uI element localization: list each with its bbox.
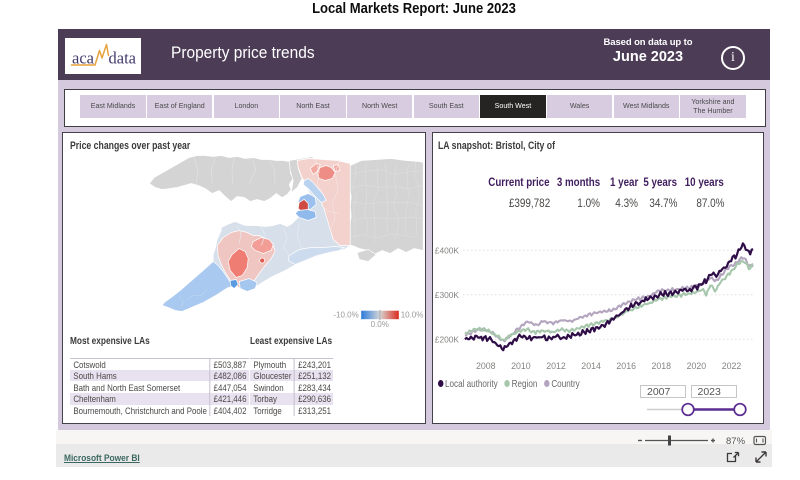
svg-text:2016: 2016 bbox=[616, 361, 636, 371]
svg-text:data: data bbox=[109, 48, 137, 67]
svg-text:2012: 2012 bbox=[546, 361, 566, 371]
svg-text:87%: 87% bbox=[726, 436, 746, 446]
svg-text:£200K: £200K bbox=[435, 334, 460, 344]
svg-text:2014: 2014 bbox=[581, 361, 601, 371]
svg-text:£400K: £400K bbox=[435, 245, 460, 255]
svg-text:2008: 2008 bbox=[476, 361, 496, 371]
svg-text:-10.0%: -10.0% bbox=[333, 310, 358, 319]
svg-text:2020: 2020 bbox=[687, 361, 707, 371]
svg-text:2010: 2010 bbox=[511, 361, 531, 371]
svg-text:2022: 2022 bbox=[722, 361, 742, 371]
svg-text:£300K: £300K bbox=[435, 289, 460, 299]
svg-text:aca: aca bbox=[72, 48, 95, 67]
svg-text:10.0%: 10.0% bbox=[401, 310, 423, 319]
svg-text:0.0%: 0.0% bbox=[371, 320, 389, 329]
svg-text:2018: 2018 bbox=[652, 361, 672, 371]
